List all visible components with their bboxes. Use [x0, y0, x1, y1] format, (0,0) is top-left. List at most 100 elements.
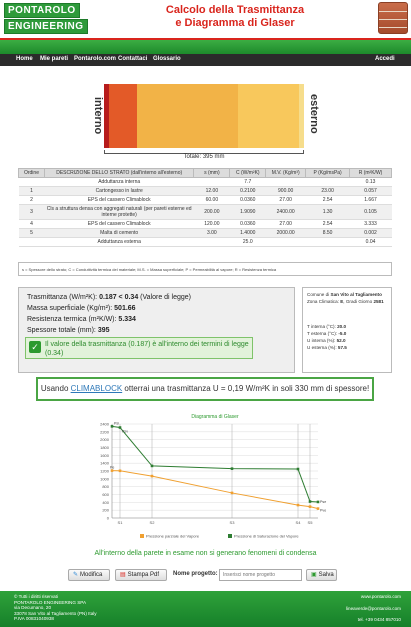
layer-malta: [299, 84, 304, 148]
condensation-message: All'interno della parete in esame non si…: [94, 550, 317, 557]
stampa-pdf-button[interactable]: ▤ Stampa Pdf: [115, 569, 167, 581]
y-tick-label: 200: [102, 508, 109, 513]
gradi-label: Gradi Giorno: [345, 299, 373, 304]
outside-label: esterno: [308, 94, 320, 134]
table-cell: [265, 177, 306, 187]
x-tick-label: S2: [150, 520, 156, 525]
t-int-value: 20.0: [337, 324, 347, 329]
footer-email-link[interactable]: lineaverde@pontarolo.com: [346, 605, 401, 611]
table-cell: 27.00: [265, 195, 306, 205]
comune-value: San Vito al Tagliamento: [330, 292, 382, 297]
y-tick-label: 1200: [100, 469, 110, 474]
total-dimension-line: [104, 150, 304, 154]
compliance-text: Il valore della trasmittanza (0.187) è a…: [45, 341, 249, 357]
table-cell: 12.00: [193, 186, 230, 196]
t-ext-value: -5.0: [338, 331, 347, 336]
table-cell: 7.7: [229, 177, 266, 187]
table-cell: [265, 237, 306, 247]
table-cell: [18, 177, 45, 187]
chart-title: Diagramma di Glaser: [191, 414, 239, 420]
u-ext-label: U esterna (%):: [307, 345, 337, 350]
table-cell: 0.0360: [229, 195, 266, 205]
table-header-row: Ordine DESCRIZIONE DELLO STRATO (dall'in…: [18, 168, 392, 178]
series-point: [296, 503, 300, 507]
header-band: [0, 38, 411, 54]
t-int-label: T interna (°C):: [307, 324, 336, 329]
table-cell: 2.54: [305, 195, 350, 205]
nav-contattaci[interactable]: Contattaci: [118, 56, 148, 62]
table-cell: 2000.00: [265, 228, 306, 238]
series-point: [308, 505, 312, 508]
u-int-row: U interna (%): 52.0: [307, 337, 387, 344]
page-title: Calcolo della Trasmittanza e Diagramma d…: [135, 4, 335, 30]
footer-phone: tel. +39 0434 857010: [357, 617, 401, 622]
table-cell: 3.333: [349, 219, 392, 229]
col-permeabilita: P (Kg/msPa): [305, 168, 351, 178]
glaser-chart: Diagramma di Glaser 0 200 400 600 800 1000 1200…: [100, 414, 326, 539]
table-cell: 1.4000: [229, 228, 266, 238]
header: PONTAROLO ENGINEERING Calcolo della Tras…: [0, 0, 411, 40]
table-row: Adduttanza esterna 25.0 0.04: [18, 237, 392, 247]
climablock-link[interactable]: CLIMABLOCK: [70, 384, 123, 393]
series-point: [150, 464, 154, 468]
table-row: Adduttanza interna 7.7 0.13: [18, 177, 392, 187]
series-point: [316, 500, 320, 504]
nav-mie-pareti[interactable]: Mie pareti: [40, 56, 69, 62]
footer-site-link[interactable]: www.pontarolo.com: [360, 594, 401, 599]
legend-swatch: [228, 534, 232, 538]
nav-pontarolo[interactable]: Pontarolo.com: [74, 56, 117, 62]
legend-label: Pressione di Saturazione del Vapore: [234, 534, 299, 539]
y-tick-label: 1800: [100, 445, 110, 450]
table-cell: [193, 237, 230, 247]
table-cell: 900.00: [265, 186, 306, 196]
series-point: [118, 469, 122, 473]
logo-line2: ENGINEERING: [4, 19, 88, 34]
y-tick-label: 600: [102, 492, 109, 497]
table-cell: 0.0360: [229, 219, 266, 229]
point-label: Pe: [110, 466, 114, 470]
trasmittanza-row: Trasmittanza (W/m²K): 0.187 < 0.34 (Valo…: [27, 292, 286, 303]
edit-icon: ✎: [73, 572, 79, 578]
table-cell: Cls a struttura densa con aggregati natu…: [44, 204, 194, 220]
company-logo[interactable]: PONTAROLO ENGINEERING: [4, 3, 104, 34]
table-cell: EPS del cassero Climablock: [44, 219, 194, 229]
table-cell: 60.00: [193, 195, 230, 205]
zona-row: Zona Climatica: E, Gradi Giorno 2581: [307, 299, 384, 304]
table-cell: 8.50: [305, 228, 350, 238]
table-cell: 0.13: [349, 177, 392, 187]
comune-label: Comune di: [307, 292, 330, 297]
modifica-button[interactable]: ✎ Modifica: [68, 569, 110, 581]
brick-wall-icon: [378, 2, 408, 34]
footer-address: via Decumano, 20: [14, 605, 52, 610]
table-cell: 0.057: [349, 186, 392, 196]
salva-button[interactable]: ▣ Salva: [306, 569, 337, 581]
table-cell: 200.00: [193, 204, 230, 220]
table-cell: 2: [18, 195, 45, 205]
table-cell: 23.00: [305, 186, 350, 196]
y-tick-label: 2400: [100, 422, 110, 427]
nav-home[interactable]: Home: [16, 56, 33, 62]
x-tick-label: S3: [230, 520, 236, 525]
table-cell: [305, 177, 350, 187]
project-name-input[interactable]: [219, 569, 302, 581]
nav-accedi[interactable]: Accedi: [375, 56, 395, 62]
checkmark-icon: ✓: [29, 341, 41, 353]
u-ext-value: 57.5: [337, 345, 347, 350]
trasmittanza-label: Trasmittanza (W/m²K):: [27, 294, 98, 301]
nav-glossario[interactable]: Glossario: [153, 56, 181, 62]
footer-contacts: www.pontarolo.com lineaverde@pontarolo.c…: [346, 594, 401, 627]
y-tick-label: 1600: [100, 453, 110, 458]
table-cell: 120.00: [193, 219, 230, 229]
u-ext-row: U esterna (%): 57.5: [307, 344, 387, 351]
layer-eps-outer: [238, 84, 299, 148]
point-label: Pse: [320, 500, 326, 504]
layer-cls: [137, 84, 238, 148]
trasmittanza-note: (Valore di legge): [140, 294, 192, 301]
point-label: Psv: [122, 430, 128, 434]
massa-label: Massa superficiale (Kg/m²):: [27, 305, 113, 312]
table-row: 2 EPS del cassero Climablock 60.00 0.0360 27…: [18, 195, 392, 205]
series-point: [316, 507, 320, 510]
main-navigation: Home Mie pareti Pontarolo.com Contattaci…: [0, 54, 411, 66]
col-descrizione: DESCRIZIONE DELLO STRATO (dall'interno a…: [43, 168, 195, 178]
inside-label: interno: [92, 97, 104, 135]
